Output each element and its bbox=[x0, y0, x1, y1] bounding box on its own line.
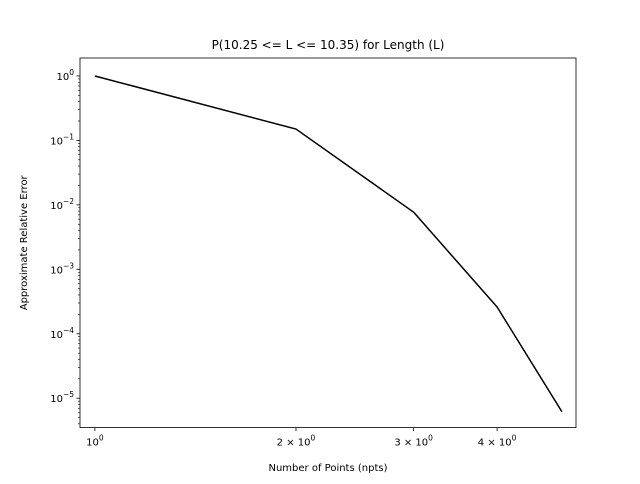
y-tick-label: 100 bbox=[56, 68, 74, 83]
y-axis-ticks: 100 10−1 10−2 10−3 10−4 10−5 bbox=[50, 68, 80, 405]
plot-frame bbox=[79, 57, 577, 429]
y-tick-label: 10−3 bbox=[50, 261, 74, 276]
y-axis-label: Approximate Relative Error bbox=[19, 174, 30, 310]
y-tick-label: 10−1 bbox=[50, 132, 74, 147]
y-tick-label: 10−2 bbox=[50, 197, 74, 212]
y-tick-label: 10−5 bbox=[50, 390, 74, 405]
plot-area bbox=[80, 58, 576, 428]
x-axis-ticks: 100 2 × 100 3 × 100 4 × 100 bbox=[86, 427, 517, 449]
x-tick-label: 4 × 100 bbox=[478, 434, 517, 449]
x-tick-label: 100 bbox=[86, 434, 104, 449]
x-axis-label: Number of Points (npts) bbox=[268, 463, 387, 474]
y-tick-label: 10−4 bbox=[50, 326, 74, 341]
series-line bbox=[94, 75, 563, 412]
series-layer bbox=[94, 75, 563, 412]
x-tick-label: 2 × 100 bbox=[277, 434, 316, 449]
chart-title: P(10.25 <= L <= 10.35) for Length (L) bbox=[212, 38, 445, 52]
x-tick-label: 3 × 100 bbox=[394, 434, 433, 449]
